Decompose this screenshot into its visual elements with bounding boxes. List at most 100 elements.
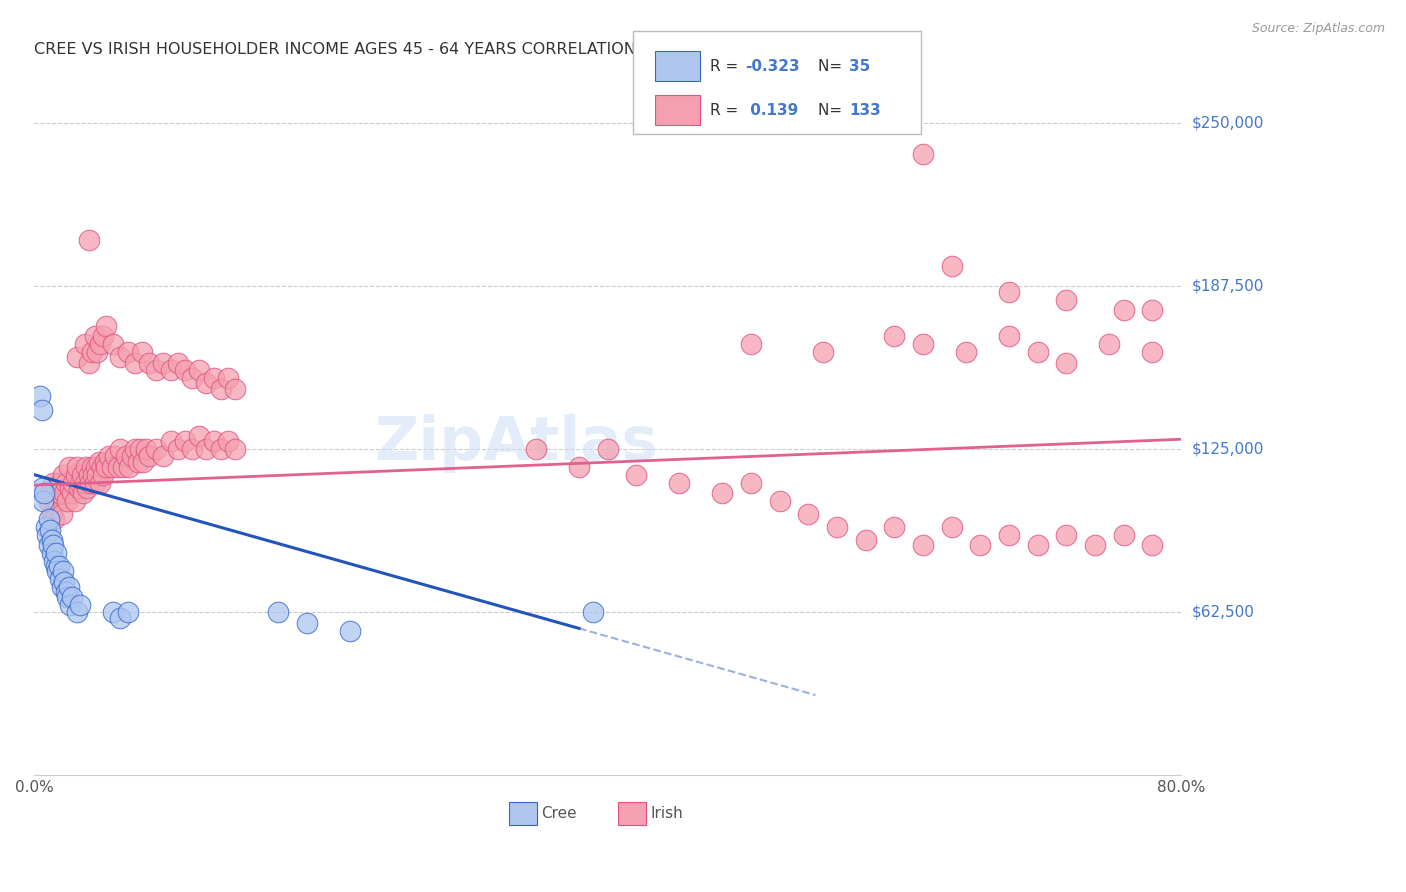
Point [883,520,905,534]
Point [38,512,60,526]
Point [84,459,107,474]
Text: -0.323: -0.323 [745,59,800,73]
Point [911,147,934,161]
Point [91,329,114,343]
Point [110,442,132,456]
Point [166,355,188,369]
Point [41,546,63,560]
Point [41,507,63,521]
Point [103,605,125,619]
Point [110,611,132,625]
Point [83,475,105,490]
FancyBboxPatch shape [509,802,537,825]
Point [166,442,188,456]
Point [1026,538,1049,552]
Point [107,459,129,474]
Point [58,459,80,474]
Point [1054,355,1077,369]
Point [173,434,195,448]
Point [56,591,79,605]
Point [87,455,110,469]
Point [66,351,89,365]
Point [138,355,160,369]
Point [32,493,55,508]
Point [124,355,146,369]
Point [59,481,82,495]
Point [568,459,591,474]
Text: CREE VS IRISH HOUSEHOLDER INCOME AGES 45 - 64 YEARS CORRELATION CHART: CREE VS IRISH HOUSEHOLDER INCOME AGES 45… [34,42,696,57]
Point [51,507,73,521]
Point [596,442,619,456]
Point [911,337,934,351]
Point [267,605,290,619]
Point [941,259,963,273]
Point [77,467,100,482]
Point [60,591,83,605]
Point [86,345,108,359]
Point [1054,293,1077,307]
Point [1112,527,1135,541]
Point [66,459,89,474]
Point [79,475,101,490]
Point [53,574,76,589]
Point [131,345,153,359]
Point [127,455,149,469]
Point [56,493,79,508]
Point [132,455,155,469]
Point [45,559,67,574]
Point [60,486,83,500]
Point [217,434,239,448]
Point [668,475,690,490]
Point [998,285,1021,300]
Point [124,442,146,456]
Point [711,486,734,500]
Point [66,605,89,619]
Text: R =: R = [710,103,744,118]
Point [941,520,963,534]
Point [117,345,139,359]
Point [740,337,762,351]
Point [121,450,143,464]
Text: 0.139: 0.139 [745,103,799,118]
Point [82,467,104,482]
Point [1112,303,1135,318]
Text: Source: ZipAtlas.com: Source: ZipAtlas.com [1251,22,1385,36]
Point [1142,345,1164,359]
Point [100,459,122,474]
Point [37,527,59,541]
Point [224,382,246,396]
Point [159,363,181,377]
Point [145,363,167,377]
Point [811,345,834,359]
Point [195,376,218,391]
Point [90,459,112,474]
Point [135,442,157,456]
Point [825,520,848,534]
Point [70,467,93,482]
Point [42,538,65,552]
Point [998,329,1021,343]
Point [181,371,204,385]
Point [65,467,87,482]
Point [1142,538,1164,552]
FancyBboxPatch shape [619,802,645,825]
Text: $62,500: $62,500 [1192,604,1256,619]
Point [45,546,67,560]
Point [52,564,75,578]
Point [104,450,127,464]
Point [145,442,167,456]
Point [998,527,1021,541]
Point [89,337,111,351]
Point [129,442,152,456]
Point [1054,527,1077,541]
Point [110,351,132,365]
Point [80,345,103,359]
Text: 133: 133 [849,103,882,118]
Point [75,459,97,474]
Point [44,512,66,526]
Point [51,580,73,594]
Point [42,475,65,490]
Point [49,572,72,586]
Point [181,442,204,456]
Point [46,493,69,508]
